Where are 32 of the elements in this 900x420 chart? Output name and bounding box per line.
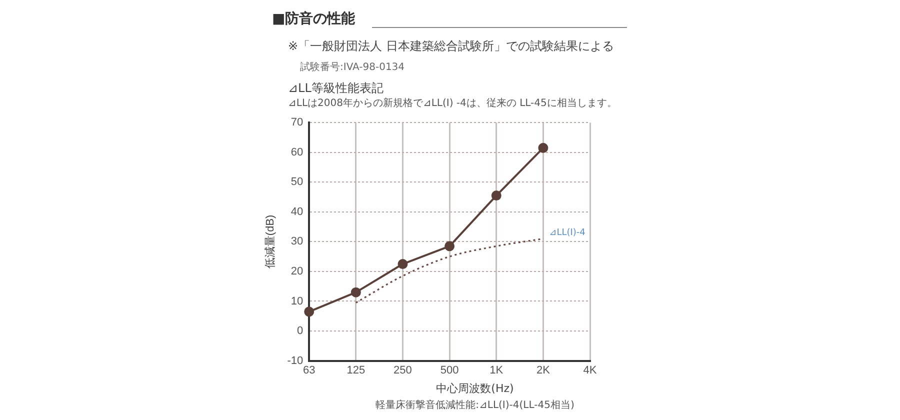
x-tick-label: 4K <box>583 364 598 376</box>
x-tick-label: 1K <box>490 364 504 376</box>
y-tick-label: 20 <box>290 266 304 278</box>
point <box>304 306 314 317</box>
y-tick-label: -10 <box>287 354 304 367</box>
text: 軽量床衝撃音低減性能:⊿LL(I)-4(LL-45相当) <box>374 398 576 412</box>
text: ⊿LL等級性能表記 <box>288 80 384 97</box>
point <box>398 259 408 270</box>
point <box>491 190 502 201</box>
series-label: ⊿LL(I)-4 <box>549 228 586 238</box>
x-axis-title: 中心周波数(Hz) <box>435 381 515 396</box>
point <box>350 287 361 298</box>
y-tick-label: 10 <box>290 295 304 308</box>
y-tick-label: 40 <box>290 206 304 218</box>
x-tick-label: 125 <box>346 364 366 376</box>
y-tick-label: 30 <box>290 236 304 248</box>
point <box>444 241 455 252</box>
x-tick-label: 250 <box>394 364 412 376</box>
y-tick-label: 0 <box>296 325 304 338</box>
point <box>538 142 548 153</box>
x-tick-label: 63 <box>302 364 316 376</box>
text: ⊿LLは2008年からの新規格で⊿LL(I) -4は、従来の LL-45に相当します。 <box>288 96 617 110</box>
text: 試験番号:IVA-98-0134 <box>300 60 405 74</box>
x-tick-label: 500 <box>440 364 459 376</box>
y-tick-label: 60 <box>290 146 304 158</box>
chart-title: ■防音の性能 <box>272 10 356 28</box>
y-axis-title: 低減量(dB) <box>264 214 277 269</box>
y-tick-label: 70 <box>290 116 304 129</box>
x-tick-label: 2K <box>536 364 551 376</box>
y-tick-label: 50 <box>290 176 304 188</box>
chart-subtitle: ※「一般財団法人 日本建築総合試験所」での試験結果による <box>288 38 614 55</box>
line-series <box>355 238 544 304</box>
